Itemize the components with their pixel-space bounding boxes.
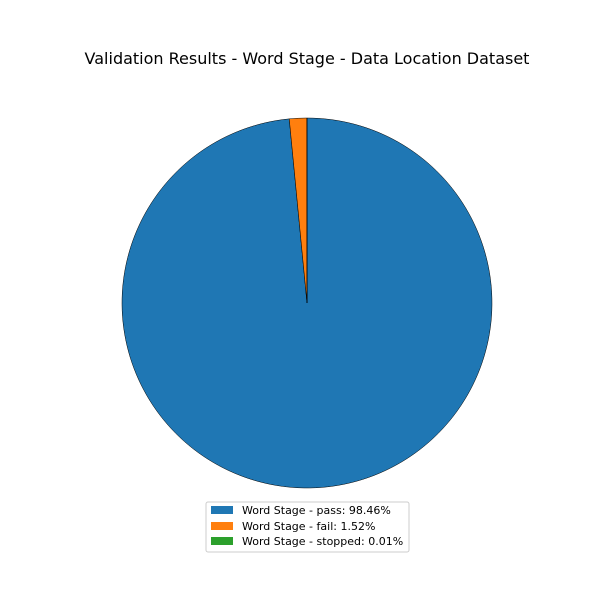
legend: Word Stage - pass: 98.46% Word Stage - f… [205,501,410,553]
legend-swatch-stopped [211,537,233,545]
pie-slices [121,117,493,489]
legend-swatch-pass [211,506,233,514]
legend-label-fail: Word Stage - fail: 1.52% [242,520,375,533]
legend-label-pass: Word Stage - pass: 98.46% [242,504,391,517]
legend-swatch-fail [211,522,233,530]
chart-title: Validation Results - Word Stage - Data L… [85,49,530,68]
legend-label-stopped: Word Stage - stopped: 0.01% [242,535,403,548]
legend-box [205,501,410,553]
